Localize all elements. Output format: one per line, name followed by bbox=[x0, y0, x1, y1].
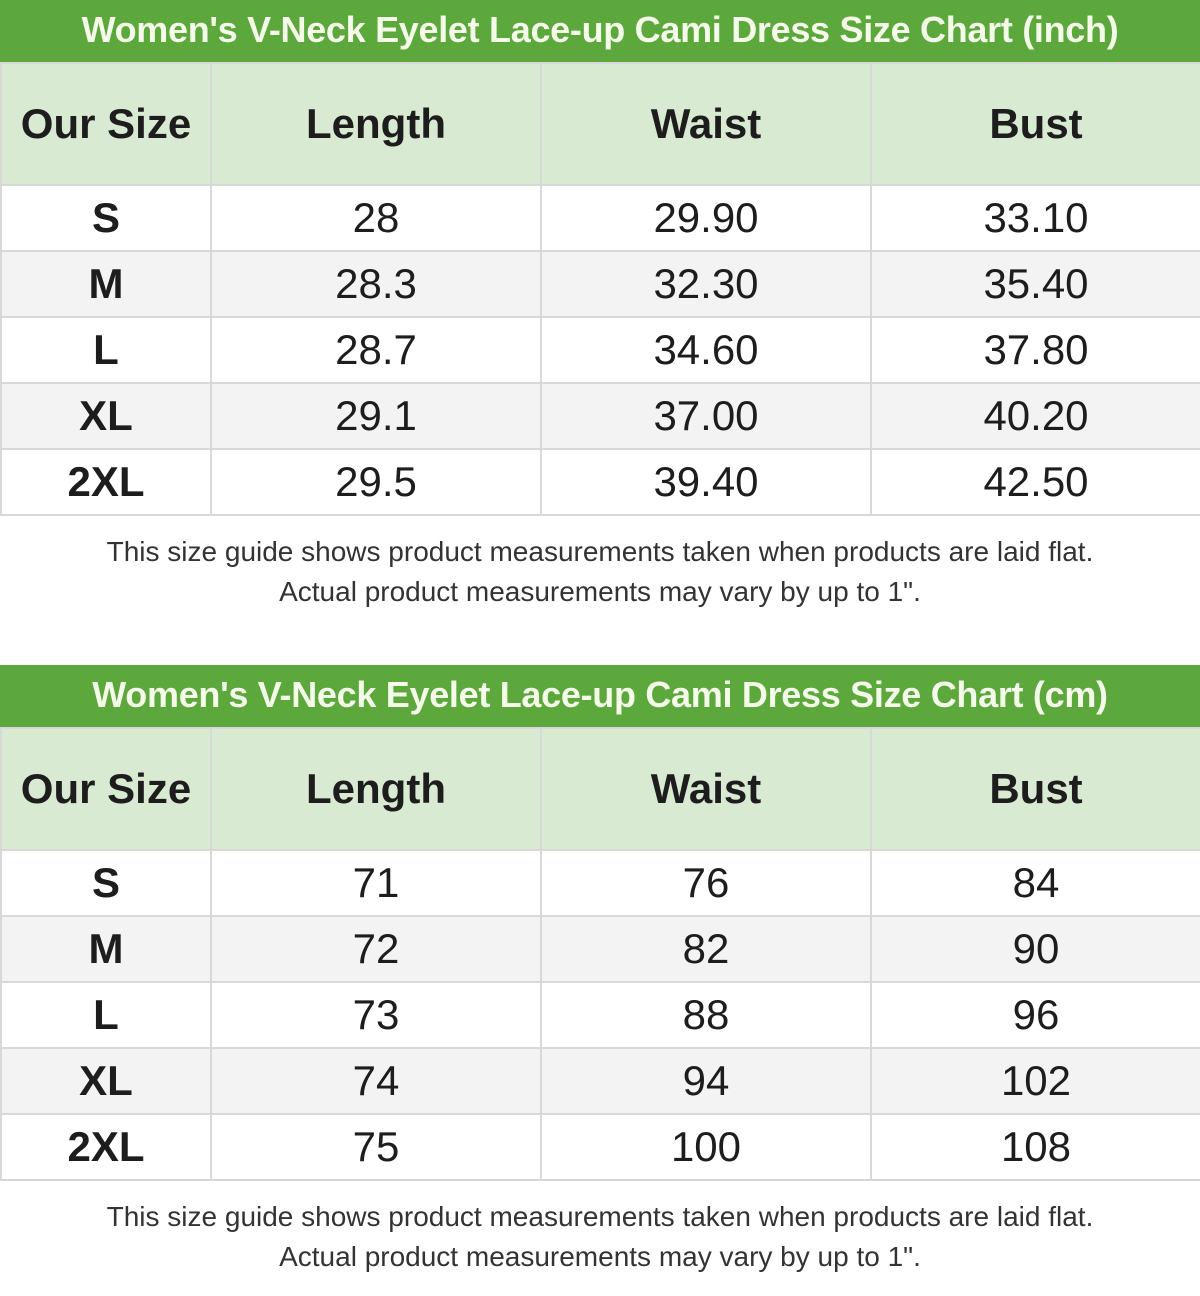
measurement-cell: 32.30 bbox=[540, 250, 872, 318]
table-row: S 71 76 84 bbox=[0, 849, 1200, 917]
size-cell: L bbox=[0, 316, 212, 384]
size-table: Our Size Length Waist Bust S 71 76 84 M 72 82 90 L 73… bbox=[0, 727, 1200, 1181]
measurement-cell: 33.10 bbox=[870, 184, 1200, 252]
table-row: 2XL 75 100 108 bbox=[0, 1113, 1200, 1181]
measurement-cell: 28 bbox=[210, 184, 542, 252]
note-line: This size guide shows product measuremen… bbox=[106, 1201, 1094, 1232]
measurement-cell: 71 bbox=[210, 849, 542, 917]
measurement-cell: 35.40 bbox=[870, 250, 1200, 318]
table-row: XL 29.1 37.00 40.20 bbox=[0, 382, 1200, 450]
measurement-cell: 42.50 bbox=[870, 448, 1200, 516]
table-row: S 28 29.90 33.10 bbox=[0, 184, 1200, 252]
measurement-cell: 73 bbox=[210, 981, 542, 1049]
measurement-cell: 29.90 bbox=[540, 184, 872, 252]
measurement-cell: 75 bbox=[210, 1113, 542, 1181]
measurement-cell: 29.5 bbox=[210, 448, 542, 516]
size-cell: S bbox=[0, 184, 212, 252]
measurement-cell: 72 bbox=[210, 915, 542, 983]
table-row: XL 74 94 102 bbox=[0, 1047, 1200, 1115]
column-header: Bust bbox=[870, 727, 1200, 851]
column-header: Length bbox=[210, 727, 542, 851]
note-line: Actual product measurements may vary by … bbox=[279, 1241, 921, 1272]
size-chart-inch: Women's V-Neck Eyelet Lace-up Cami Dress… bbox=[0, 0, 1200, 612]
measurement-cell: 28.3 bbox=[210, 250, 542, 318]
size-cell: XL bbox=[0, 1047, 212, 1115]
measurement-cell: 100 bbox=[540, 1113, 872, 1181]
size-cell: M bbox=[0, 250, 212, 318]
table-row: L 28.7 34.60 37.80 bbox=[0, 316, 1200, 384]
measurement-cell: 34.60 bbox=[540, 316, 872, 384]
measurement-cell: 74 bbox=[210, 1047, 542, 1115]
measurement-cell: 28.7 bbox=[210, 316, 542, 384]
measurement-cell: 37.00 bbox=[540, 382, 872, 450]
measurement-note: This size guide shows product measuremen… bbox=[0, 532, 1200, 612]
size-cell: L bbox=[0, 981, 212, 1049]
column-header: Length bbox=[210, 62, 542, 186]
measurement-cell: 94 bbox=[540, 1047, 872, 1115]
measurement-cell: 84 bbox=[870, 849, 1200, 917]
measurement-cell: 37.80 bbox=[870, 316, 1200, 384]
size-cell: 2XL bbox=[0, 448, 212, 516]
chart-title: Women's V-Neck Eyelet Lace-up Cami Dress… bbox=[0, 0, 1200, 62]
header-row: Our Size Length Waist Bust bbox=[0, 62, 1200, 186]
table-row: L 73 88 96 bbox=[0, 981, 1200, 1049]
note-line: Actual product measurements may vary by … bbox=[279, 576, 921, 607]
size-table: Our Size Length Waist Bust S 28 29.90 33.10 M 28.… bbox=[0, 62, 1200, 516]
header-row: Our Size Length Waist Bust bbox=[0, 727, 1200, 851]
size-chart-cm: Women's V-Neck Eyelet Lace-up Cami Dress… bbox=[0, 665, 1200, 1277]
table-row: M 28.3 32.30 35.40 bbox=[0, 250, 1200, 318]
size-cell: XL bbox=[0, 382, 212, 450]
measurement-cell: 108 bbox=[870, 1113, 1200, 1181]
table-row: M 72 82 90 bbox=[0, 915, 1200, 983]
measurement-cell: 96 bbox=[870, 981, 1200, 1049]
column-header: Our Size bbox=[0, 62, 212, 186]
measurement-cell: 102 bbox=[870, 1047, 1200, 1115]
note-line: This size guide shows product measuremen… bbox=[106, 536, 1094, 567]
measurement-cell: 90 bbox=[870, 915, 1200, 983]
chart-title: Women's V-Neck Eyelet Lace-up Cami Dress… bbox=[0, 665, 1200, 727]
column-header: Our Size bbox=[0, 727, 212, 851]
size-cell: 2XL bbox=[0, 1113, 212, 1181]
measurement-cell: 76 bbox=[540, 849, 872, 917]
column-header: Bust bbox=[870, 62, 1200, 186]
table-row: 2XL 29.5 39.40 42.50 bbox=[0, 448, 1200, 516]
size-cell: S bbox=[0, 849, 212, 917]
measurement-cell: 82 bbox=[540, 915, 872, 983]
measurement-note: This size guide shows product measuremen… bbox=[0, 1197, 1200, 1277]
measurement-cell: 88 bbox=[540, 981, 872, 1049]
measurement-cell: 40.20 bbox=[870, 382, 1200, 450]
column-header: Waist bbox=[540, 62, 872, 186]
column-header: Waist bbox=[540, 727, 872, 851]
measurement-cell: 29.1 bbox=[210, 382, 542, 450]
size-cell: M bbox=[0, 915, 212, 983]
measurement-cell: 39.40 bbox=[540, 448, 872, 516]
